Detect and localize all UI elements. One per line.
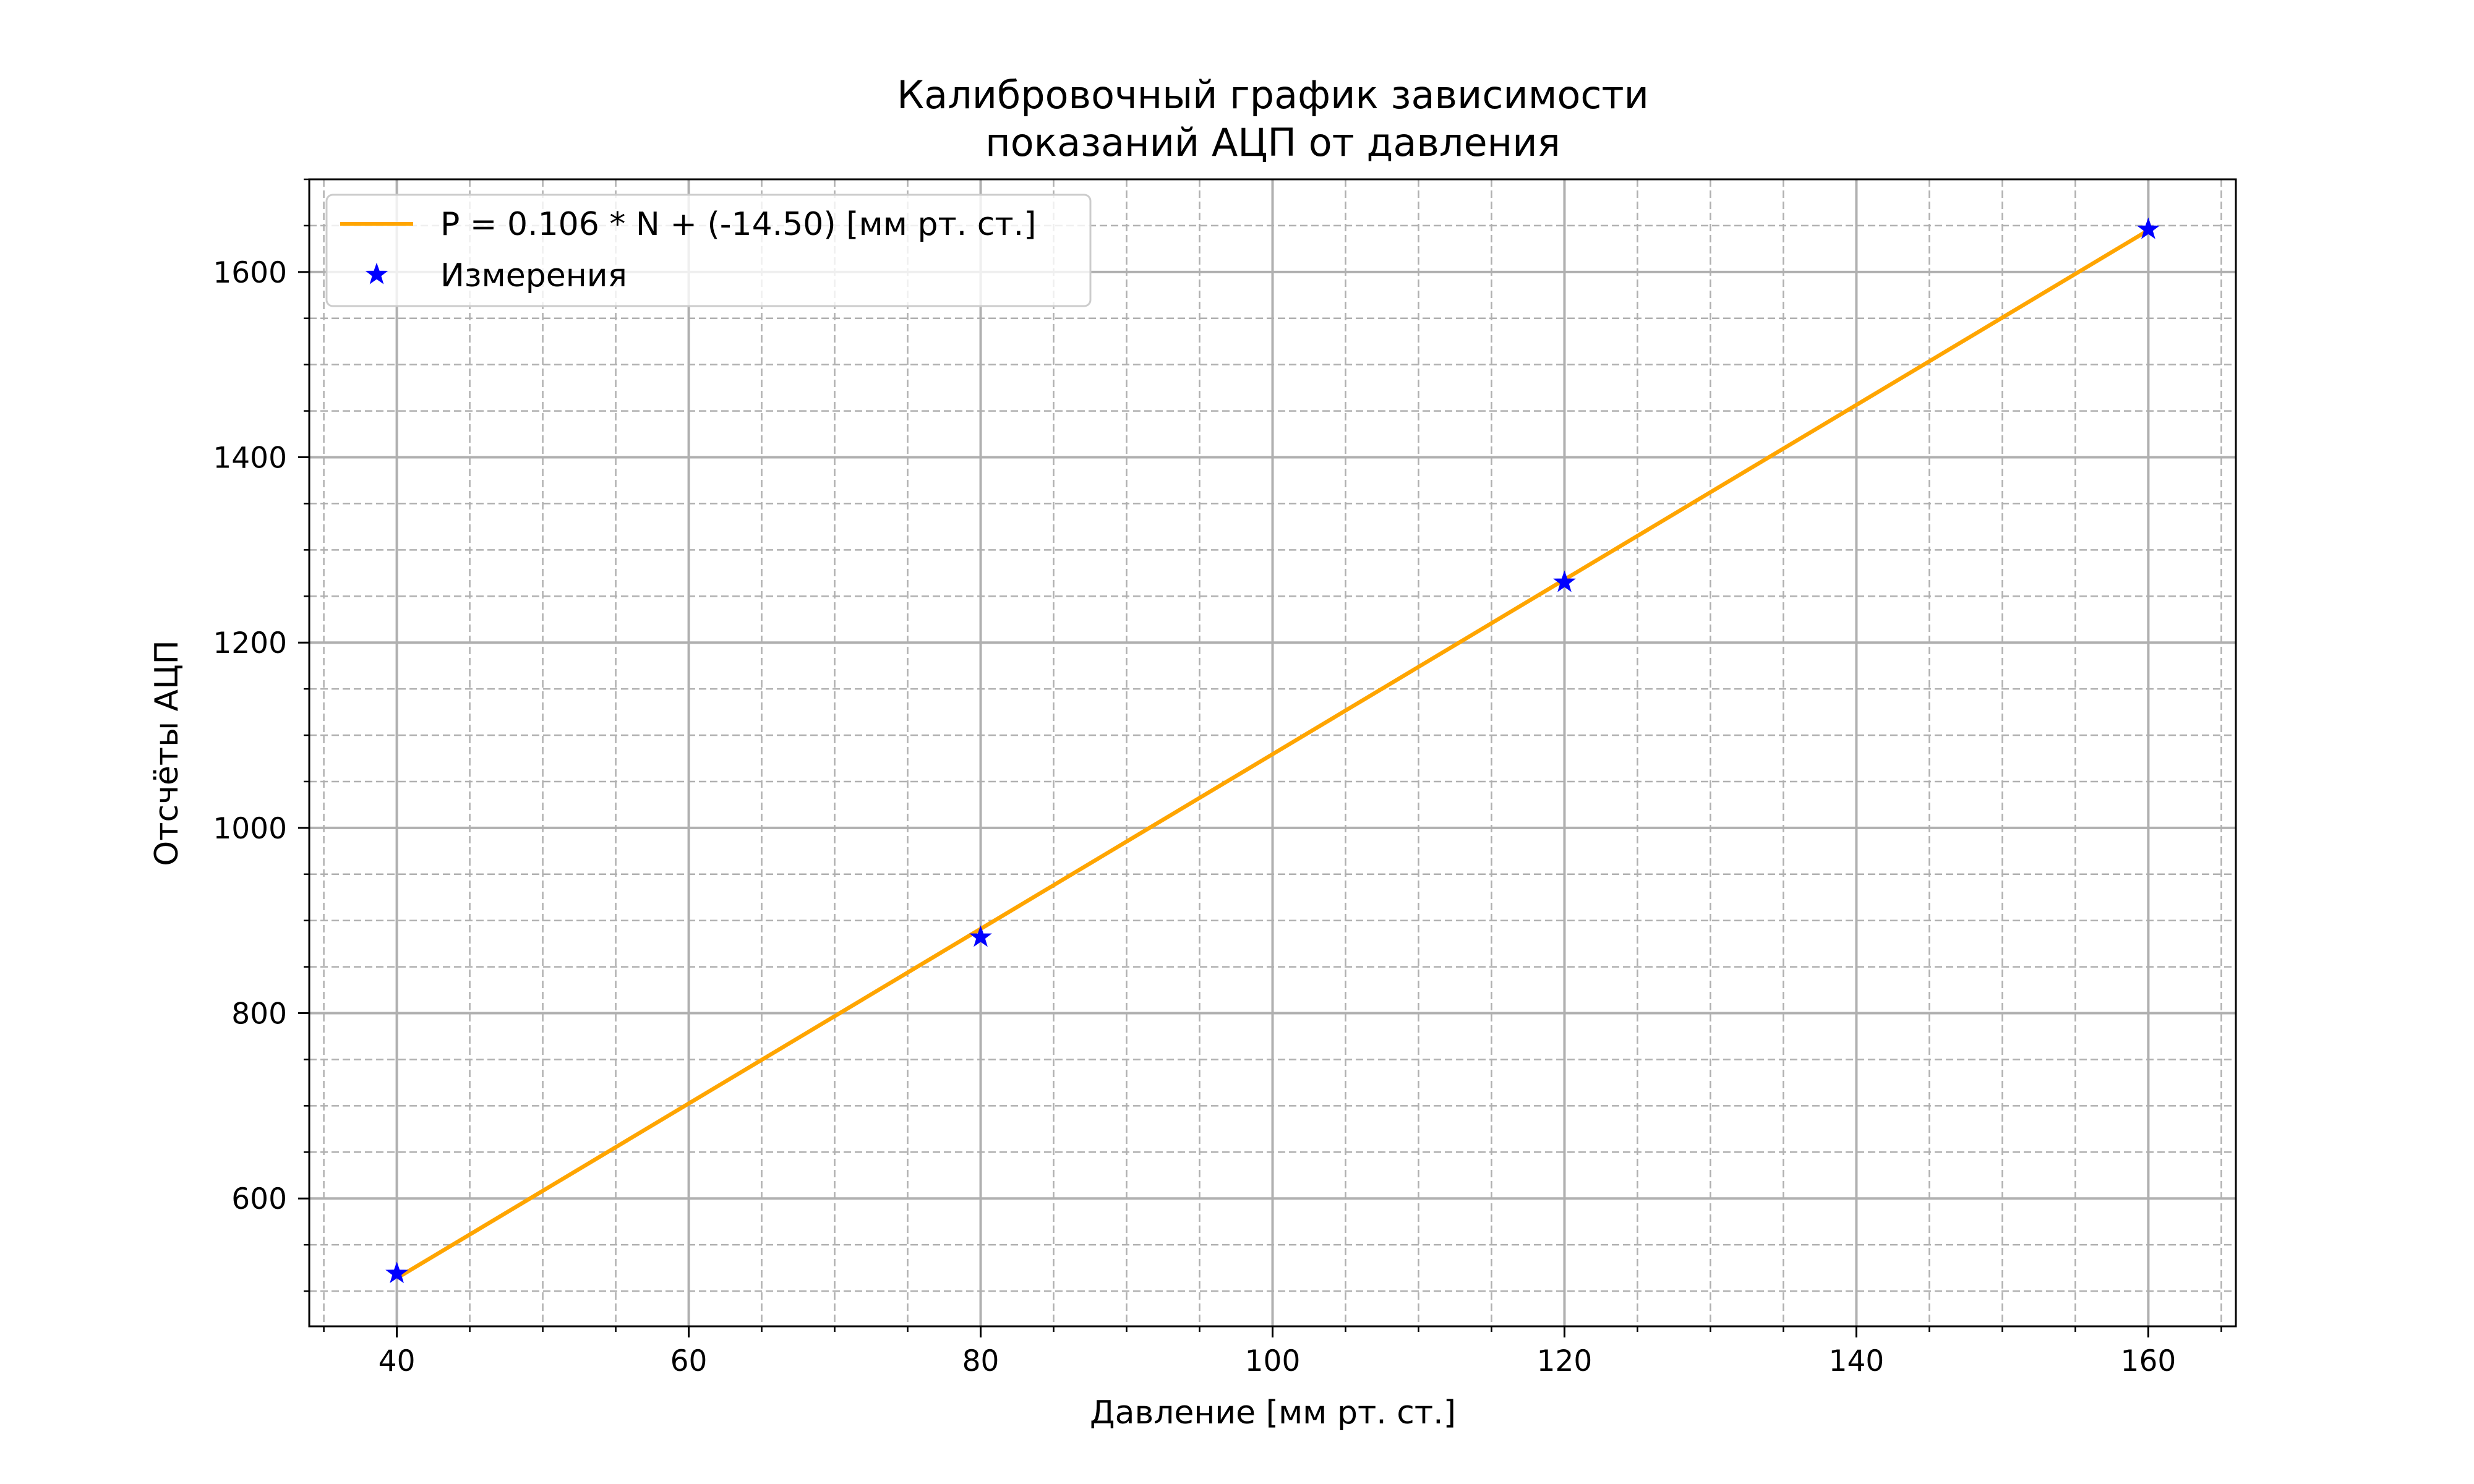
measurement-point: [385, 1261, 408, 1284]
chart-title-line-1: Калибровочный график зависимости: [897, 72, 1649, 117]
y-tick-label: 1200: [213, 626, 287, 660]
chart-title-line-2: показаний АЦП от давления: [985, 120, 1560, 165]
y-tick-label: 1400: [213, 441, 287, 475]
x-tick-label: 140: [1829, 1344, 1885, 1378]
y-tick-label: 1600: [213, 256, 287, 290]
fit-line: [395, 228, 2150, 1280]
y-axis-title: Отсчёты АЦП: [148, 640, 186, 866]
legend-star-marker: [365, 262, 388, 284]
x-tick-label: 160: [2121, 1344, 2177, 1378]
x-tick-label: 100: [1245, 1344, 1301, 1378]
x-tick-labels: 40 60 80 100 120 140 160: [379, 1344, 2177, 1378]
measurement-point: [969, 925, 992, 947]
legend-label-measurements: Измерения: [440, 257, 627, 294]
legend-star-glyph: [365, 262, 388, 284]
major-grid: [309, 179, 2236, 1326]
legend-box: [325, 194, 1092, 307]
legend-label-fit-line: P = 0.106 * N + (-14.50) [мм рт. ст.]: [440, 206, 1037, 243]
series-layer: [385, 217, 2160, 1284]
y-tick-label: 600: [231, 1182, 287, 1216]
y-tick-label: 800: [231, 997, 287, 1031]
y-tick-labels: 600 800 1000 1200 1400 1600: [213, 256, 287, 1216]
x-tick-label: 60: [670, 1344, 708, 1378]
x-tick-label: 40: [379, 1344, 416, 1378]
measurement-point: [2137, 217, 2160, 239]
legend: P = 0.106 * N + (-14.50) [мм рт. ст.] Из…: [325, 194, 1092, 307]
x-tick-label: 80: [962, 1344, 999, 1378]
y-tick-label: 1000: [213, 812, 287, 846]
x-tick-label: 120: [1537, 1344, 1593, 1378]
plot-frame: [308, 178, 2237, 1328]
x-axis-title: Давление [мм рт. ст.]: [1090, 1394, 1456, 1431]
measurement-point: [1553, 570, 1576, 592]
